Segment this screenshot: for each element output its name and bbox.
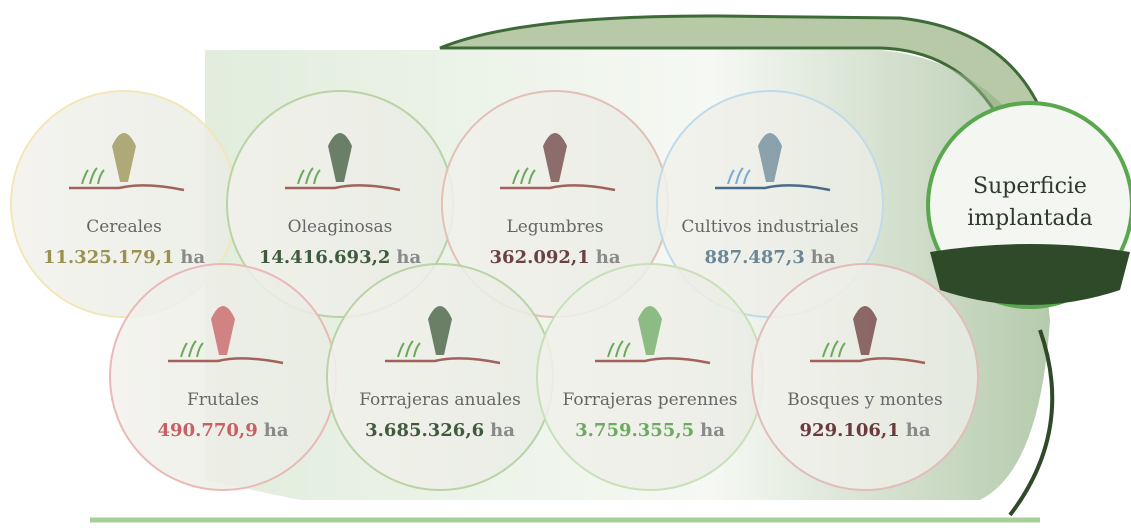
swoosh-top [439,14,1048,122]
crop-value: 490.770,9 ha [158,420,289,441]
grass [180,340,204,358]
value-number: 887.487,3 [705,247,805,268]
crop-label: Bosques y montes [787,390,942,410]
crop-value: 3.685.326,6 ha [365,420,515,441]
value-number: 11.325.179,1 [43,247,175,268]
value-unit: ha [180,247,205,268]
value-unit: ha [396,247,421,268]
value-number: 929.106,1 [800,420,900,441]
crop-card: Oleaginosas 14.416.693,2 ha [226,90,454,318]
plant [758,133,782,182]
crop-circle [326,263,554,491]
crop-label: Oleaginosas [288,217,393,237]
plant [328,133,352,182]
crop-label: Frutales [187,390,259,410]
crop-value: 3.759.355,5 ha [575,420,725,441]
ground [285,184,401,192]
plant [638,306,662,355]
ground [500,184,616,192]
plant [853,306,877,355]
badge: Superficie implantada [926,101,1131,309]
crop-label: Cultivos industriales [681,217,858,237]
ground [810,357,926,365]
grass [81,167,105,185]
crop-value: 14.416.693,2 ha [259,247,422,268]
badge-title: Superficie implantada [967,174,1092,231]
crop-value: 362.092,1 ha [490,247,621,268]
value-number: 490.770,9 [158,420,258,441]
grass [822,340,846,358]
value-unit: ha [811,247,836,268]
plant [211,306,235,355]
crop-label: Forrajeras anuales [359,390,521,410]
ground [69,184,185,192]
crop-value: 11.325.179,1 ha [43,247,206,268]
value-unit: ha [596,247,621,268]
value-unit: ha [490,420,515,441]
crop-card: Frutales 490.770,9 ha [109,263,337,491]
crop-card: Bosques y montes 929.106,1 ha [751,263,979,491]
value-number: 3.759.355,5 [575,420,694,441]
ground [168,357,284,365]
crop-card: Cultivos industriales 887.487,3 ha [656,90,884,318]
crop-circle [536,263,764,491]
ground [385,357,501,365]
value-number: 3.685.326,6 [365,420,484,441]
value-unit: ha [264,420,289,441]
crop-card: Cereales 11.325.179,1 ha [10,90,238,318]
crop-label: Legumbres [506,217,603,237]
crop-card: Legumbres 362.092,1 ha [441,90,669,318]
plant [112,133,136,182]
crop-label: Forrajeras perennes [562,390,737,410]
grass [297,167,321,185]
ground [715,184,831,192]
value-unit: ha [906,420,931,441]
value-number: 362.092,1 [490,247,590,268]
grass [607,340,631,358]
plant [428,306,452,355]
grass [512,167,536,185]
crop-card: Forrajeras anuales 3.685.326,6 ha [326,263,554,491]
grass [397,340,421,358]
crop-circle [109,263,337,491]
plant [543,133,567,182]
ground [595,357,711,365]
crop-value: 929.106,1 ha [800,420,931,441]
value-unit: ha [700,420,725,441]
crop-value: 887.487,3 ha [705,247,836,268]
value-number: 14.416.693,2 [259,247,391,268]
grass [727,167,751,185]
swoosh-right [1008,329,1055,517]
crop-label: Cereales [86,217,162,237]
crop-circle [751,263,979,491]
crop-card: Forrajeras perennes 3.759.355,5 ha [536,263,764,491]
